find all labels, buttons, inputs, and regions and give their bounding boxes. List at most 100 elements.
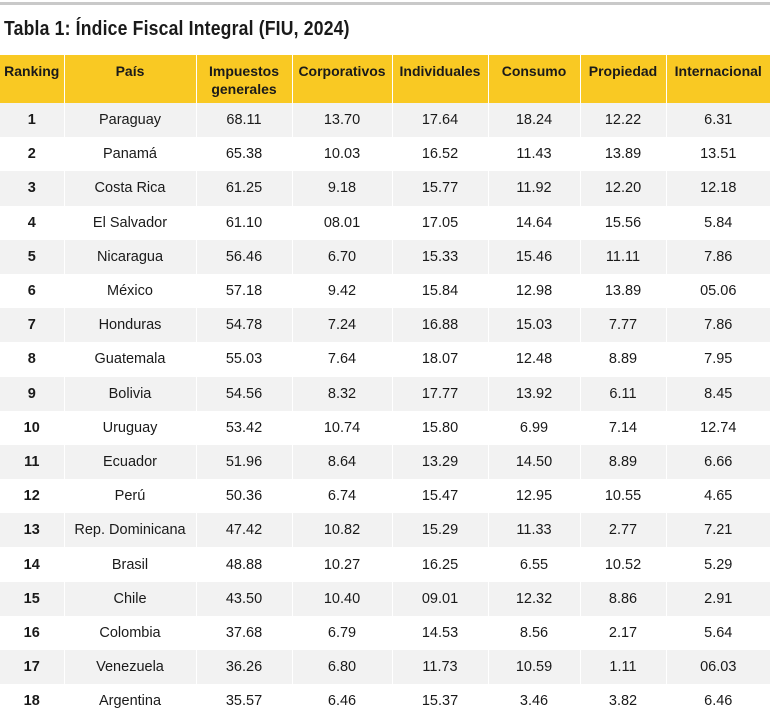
table-body: 1 Paraguay 68.11 13.70 17.64 18.24 12.22 6.31 2 P… [0,103,770,719]
international-cell: 13.51 [666,137,770,172]
column-header-corporativos[interactable]: Corporativos [292,55,393,103]
general-taxes-cell: 35.57 [196,684,293,719]
rank-cell: 4 [0,205,65,240]
corporate-cell: 10.40 [292,581,393,616]
column-header-internacional[interactable]: Internacional [666,55,770,103]
corporate-cell: 10.27 [292,547,393,582]
rank-cell: 12 [0,479,65,514]
general-taxes-cell: 68.11 [196,103,293,138]
individual-cell: 15.33 [392,239,489,274]
international-cell: 6.46 [666,684,770,719]
corporate-cell: 9.42 [292,273,393,309]
table-row: 7 Honduras 54.78 7.24 16.88 15.03 7.77 7.86 [0,308,770,343]
table-title: Tabla 1: Índice Fiscal Integral (FIU, 20… [4,18,350,40]
international-cell: 7.86 [666,308,770,343]
consumption-cell: 11.43 [488,137,581,172]
individual-cell: 18.07 [392,342,489,377]
table-row: 8 Guatemala 55.03 7.64 18.07 12.48 8.89 7.95 [0,342,770,377]
country-cell: Costa Rica [64,171,197,206]
consumption-cell: 15.03 [488,308,581,343]
column-header-propiedad[interactable]: Propiedad [580,55,667,103]
corporate-cell: 6.74 [292,479,393,514]
corporate-cell: 6.70 [292,239,393,274]
general-taxes-cell: 54.56 [196,376,293,411]
individual-cell: 09.01 [392,581,489,616]
general-taxes-cell: 51.96 [196,444,293,480]
country-cell: Perú [64,479,197,514]
rank-cell: 11 [0,444,65,480]
top-rule [0,2,770,5]
property-cell: 13.89 [580,273,667,309]
property-cell: 8.89 [580,342,667,377]
table-row: 10 Uruguay 53.42 10.74 15.80 6.99 7.14 12.74 [0,410,770,445]
consumption-cell: 15.46 [488,239,581,274]
international-cell: 8.45 [666,376,770,411]
individual-cell: 11.73 [392,650,489,685]
general-taxes-cell: 55.03 [196,342,293,377]
table-row: 4 El Salvador 61.10 08.01 17.05 14.64 15.56 5.8… [0,205,770,240]
consumption-cell: 12.48 [488,342,581,377]
country-cell: Brasil [64,547,197,582]
international-cell: 6.31 [666,103,770,138]
property-cell: 8.86 [580,581,667,616]
country-cell: El Salvador [64,205,197,240]
international-cell: 7.86 [666,239,770,274]
international-cell: 7.21 [666,513,770,548]
country-cell: México [64,273,197,309]
international-cell: 12.74 [666,410,770,445]
individual-cell: 15.80 [392,410,489,445]
individual-cell: 17.77 [392,376,489,411]
table-row: 6 México 57.18 9.42 15.84 12.98 13.89 05.06 [0,273,770,309]
fiscal-index-table: Ranking País Impuestos generales Corpora… [0,55,770,719]
international-cell: 2.91 [666,581,770,616]
property-cell: 8.89 [580,444,667,480]
corporate-cell: 6.46 [292,684,393,719]
country-cell: Bolivia [64,376,197,411]
general-taxes-cell: 50.36 [196,479,293,514]
table-row: 18 Argentina 35.57 6.46 15.37 3.46 3.82 6.46 [0,684,770,719]
country-cell: Nicaragua [64,239,197,274]
country-cell: Rep. Dominicana [64,513,197,548]
individual-cell: 17.05 [392,205,489,240]
general-taxes-cell: 57.18 [196,273,293,309]
rank-cell: 16 [0,615,65,650]
international-cell: 6.66 [666,444,770,480]
individual-cell: 14.53 [392,615,489,650]
rank-cell: 10 [0,410,65,445]
individual-cell: 17.64 [392,103,489,138]
rank-cell: 9 [0,376,65,411]
rank-cell: 8 [0,342,65,377]
rank-cell: 7 [0,308,65,343]
column-header-individuales[interactable]: Individuales [392,55,489,103]
corporate-cell: 8.32 [292,376,393,411]
rank-cell: 5 [0,239,65,274]
corporate-cell: 6.80 [292,650,393,685]
table-row: 15 Chile 43.50 10.40 09.01 12.32 8.86 2.91 [0,581,770,616]
table-row: 13 Rep. Dominicana 47.42 10.82 15.29 11.33 2.7… [0,513,770,548]
property-cell: 11.11 [580,239,667,274]
general-taxes-cell: 37.68 [196,615,293,650]
column-header-pais[interactable]: País [64,55,197,103]
property-cell: 7.14 [580,410,667,445]
column-header-impuestos-generales[interactable]: Impuestos generales [196,55,293,103]
country-cell: Argentina [64,684,197,719]
consumption-cell: 11.33 [488,513,581,548]
property-cell: 2.77 [580,513,667,548]
column-header-consumo[interactable]: Consumo [488,55,581,103]
consumption-cell: 6.99 [488,410,581,445]
individual-cell: 13.29 [392,444,489,480]
property-cell: 10.52 [580,547,667,582]
individual-cell: 16.88 [392,308,489,343]
individual-cell: 16.52 [392,137,489,172]
column-header-ranking[interactable]: Ranking [0,55,65,103]
country-cell: Venezuela [64,650,197,685]
international-cell: 4.65 [666,479,770,514]
rank-cell: 6 [0,273,65,309]
header-row: Ranking País Impuestos generales Corpora… [0,55,770,103]
property-cell: 6.11 [580,376,667,411]
country-cell: Ecuador [64,444,197,480]
consumption-cell: 18.24 [488,103,581,138]
rank-cell: 14 [0,547,65,582]
consumption-cell: 10.59 [488,650,581,685]
consumption-cell: 13.92 [488,376,581,411]
